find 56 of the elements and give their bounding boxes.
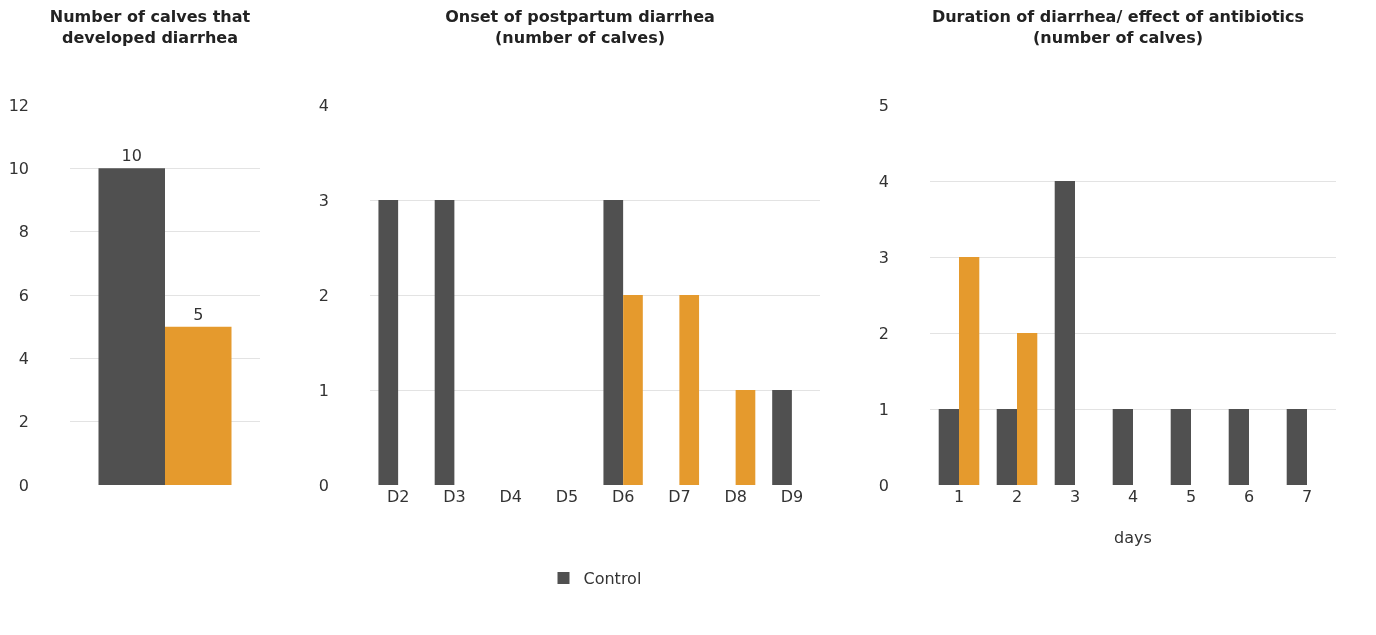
x-tick-label: D2 (386, 487, 410, 506)
chart-title: Duration of diarrhea/ effect of antibiotics (number of calves) (931, 7, 1305, 48)
bar (434, 200, 455, 485)
y-tick-label: 3 (878, 247, 889, 267)
bar (1017, 333, 1038, 485)
legend-label: Control (583, 569, 642, 589)
bar (1112, 409, 1133, 485)
y-tick-label: 3 (318, 190, 329, 210)
bar (996, 409, 1017, 485)
y-tick-label: 2 (318, 285, 329, 305)
bar (679, 295, 700, 485)
bar (959, 257, 980, 485)
x-tick-label: 7 (1301, 487, 1313, 506)
x-tick-label: 1 (953, 487, 965, 506)
y-tick-label: 0 (18, 475, 29, 495)
bar (1170, 409, 1191, 485)
y-tick-label: 2 (18, 412, 29, 432)
bar (623, 295, 643, 485)
y-tick-label: 0 (878, 475, 889, 495)
x-tick-label: 5 (1185, 487, 1197, 506)
y-tick-label: 6 (18, 285, 29, 305)
x-tick-label: 3 (1069, 487, 1081, 506)
x-axis-title: days (1114, 528, 1152, 547)
y-tick-label: 8 (18, 222, 29, 242)
y-tick-label: 2 (878, 323, 889, 343)
y-tick-label: 0 (318, 475, 329, 495)
y-tick-label: 12 (8, 95, 29, 115)
bar (772, 390, 792, 485)
x-tick-label: 6 (1243, 487, 1255, 506)
bar (1228, 409, 1249, 485)
data-label: 5 (193, 304, 204, 324)
chart-title: Number of calves that developed diarrhea (49, 7, 251, 48)
x-tick-label: D5 (555, 487, 579, 506)
y-tick-label: 10 (8, 158, 29, 178)
bar (603, 200, 624, 485)
x-tick-label: D7 (668, 487, 691, 506)
chart-title: Onset of postpartum diarrhea (number of calves) (445, 7, 715, 48)
x-tick-label: D9 (780, 487, 804, 506)
y-tick-label: 5 (878, 95, 889, 115)
x-tick-label: 2 (1011, 487, 1023, 506)
x-tick-label: 4 (1127, 487, 1139, 506)
bar (1054, 181, 1075, 485)
bar (378, 200, 399, 485)
y-tick-label: 1 (878, 399, 889, 419)
y-tick-label: 4 (878, 171, 889, 191)
bar (735, 390, 756, 485)
x-tick-label: D3 (443, 487, 466, 506)
bar (938, 409, 959, 485)
x-tick-label: D4 (499, 487, 522, 506)
data-label: 10 (121, 146, 142, 166)
y-tick-label: 1 (318, 380, 329, 400)
bar (1286, 409, 1307, 485)
y-tick-label: 4 (18, 348, 29, 368)
x-tick-label: D8 (724, 487, 747, 506)
x-tick-label: D6 (611, 487, 635, 506)
y-tick-label: 4 (318, 95, 329, 115)
